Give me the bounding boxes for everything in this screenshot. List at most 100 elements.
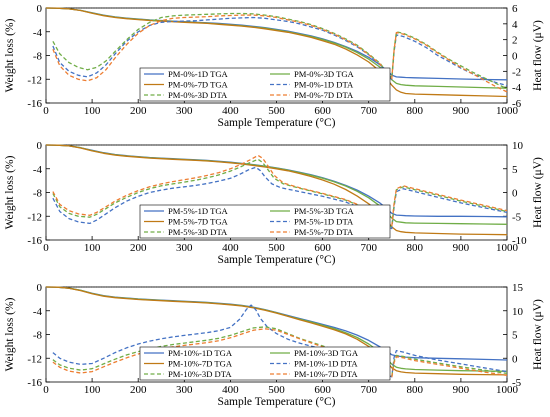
x-tick-label: 900	[453, 105, 470, 117]
chart-panel-1: 0 100 200 300 400 500 600 700 800 900 1000 0 -4 -8 -12…	[4, 3, 544, 129]
x-tick-label: 700	[360, 105, 377, 117]
series-line-pm-5-7d-tga	[45, 144, 508, 236]
y2-tick-label: 0	[512, 188, 518, 200]
x-tick-label: 400	[222, 242, 239, 254]
x-tick-label: 100	[84, 242, 101, 254]
x-tick-label: 1000	[496, 242, 519, 254]
legend-label: PM-0%-7D DTA	[294, 90, 354, 100]
x-tick-label: 0	[43, 105, 49, 117]
x-tick-label: 600	[314, 242, 331, 254]
x-tick-label: 400	[222, 384, 239, 396]
x-axis-label: Sample Temperature (°C)	[218, 396, 336, 408]
x-tick-label: 1000	[496, 384, 519, 396]
y2-tick-label: -2	[512, 66, 521, 78]
legend-label: PM-10%-1D TGA	[168, 348, 233, 358]
series-line-pm-5-7d-dta	[52, 154, 508, 227]
x-axis-label: Sample Temperature (°C)	[218, 117, 336, 129]
legend-label: PM-5%-7D TGA	[168, 217, 229, 227]
y-tick-label: 0	[37, 3, 43, 15]
series-line-pm-10-7d-tga	[45, 286, 508, 376]
y-tick-label: -4	[33, 164, 43, 176]
y2-tick-label: -5	[512, 377, 522, 389]
y-tick-label: -8	[33, 51, 43, 63]
y2-tick-label: -4	[512, 82, 522, 94]
y-tick-label: -12	[27, 353, 42, 365]
x-tick-label: 500	[268, 384, 285, 396]
y-tick-label: -4	[33, 27, 43, 39]
y-tick-label: 0	[37, 282, 43, 294]
y2-tick-label: 5	[512, 330, 518, 342]
series-line-pm-0-7d-dta	[52, 14, 508, 93]
series-line-pm-5-1d-dta	[52, 166, 508, 230]
x-tick-label: 600	[314, 105, 331, 117]
y2-tick-label: 0	[512, 51, 518, 63]
y2-tick-label: 15	[512, 282, 524, 294]
x-tick-label: 800	[407, 384, 424, 396]
series-line-pm-10-1d-dta	[52, 304, 508, 378]
x-tick-label: 600	[314, 384, 331, 396]
x-tick-label: 100	[84, 384, 101, 396]
y-tick-label: -8	[33, 188, 43, 200]
y2-tick-label: 0	[512, 353, 518, 365]
y2-axis-label: Heat flow (μV)	[532, 299, 544, 370]
legend-box	[139, 204, 391, 239]
x-tick-label: 400	[222, 105, 239, 117]
y2-axis-label: Heat flow (μV)	[532, 20, 544, 91]
x-tick-label: 700	[360, 384, 377, 396]
legend-label: PM-10%-7D DTA	[294, 369, 358, 379]
x-tick-label: 700	[360, 242, 377, 254]
y-tick-label: -12	[27, 211, 42, 223]
legend-label: PM-0%-3D DTA	[168, 90, 228, 100]
y2-tick-label: 5	[512, 164, 518, 176]
y2-tick-label: -10	[512, 235, 527, 247]
x-tick-label: 800	[407, 105, 424, 117]
series-line-pm-0-1d-dta	[52, 16, 508, 87]
legend-label: PM-5%-7D DTA	[294, 227, 354, 237]
y-tick-label: 0	[37, 140, 43, 152]
y-axis-label: Weight loss (%)	[4, 18, 16, 92]
y-tick-label: -16	[27, 235, 42, 247]
x-tick-label: 500	[268, 242, 285, 254]
legend-box	[139, 346, 391, 381]
x-tick-label: 0	[43, 384, 49, 396]
x-axis-label: Sample Temperature (°C)	[218, 254, 336, 266]
legend-label: PM-5%-3D TGA	[294, 206, 355, 216]
chart-panel-3: 0 100 200 300 400 500 600 700 800 900 10000-4-8-12…	[4, 282, 544, 408]
x-tick-label: 0	[43, 242, 49, 254]
y2-axis-label: Heat flow (μV)	[532, 157, 544, 228]
y-tick-label: -16	[27, 377, 42, 389]
x-tick-label: 500	[268, 105, 285, 117]
y2-tick-label: -5	[512, 211, 522, 223]
y2-tick-label: -6	[512, 98, 522, 110]
series-line-pm-10-7d-dta	[52, 328, 508, 378]
y-axis-label: Weight loss (%)	[4, 297, 16, 371]
y2-tick-label: 10	[512, 306, 524, 318]
y-tick-label: -8	[33, 330, 43, 342]
chart-panel-2: 0 100 200 300 400 500 600 700 800 900 10000-4-8-12…	[4, 140, 544, 266]
y2-tick-label: 4	[512, 19, 518, 31]
y-tick-label: -4	[33, 306, 43, 318]
legend-label: PM-10%-3D TGA	[294, 348, 359, 358]
x-tick-label: 100	[84, 105, 101, 117]
x-tick-label: 300	[176, 105, 193, 117]
series-line-pm-10-3d-dta	[52, 326, 508, 377]
legend-label: PM-0%-7D TGA	[168, 80, 229, 90]
y-tick-label: -12	[27, 74, 42, 86]
x-tick-label: 200	[130, 384, 147, 396]
x-tick-label: 900	[453, 242, 470, 254]
y2-tick-label: 2	[512, 35, 518, 47]
legend-label: PM-5%-1D DTA	[294, 217, 354, 227]
series-line-pm-0-7d-tga	[45, 7, 508, 98]
legend-box	[139, 67, 391, 102]
x-tick-label: 300	[176, 384, 193, 396]
legend-label: PM-0%-1D DTA	[294, 80, 354, 90]
x-tick-label: 300	[176, 242, 193, 254]
x-tick-label: 200	[130, 242, 147, 254]
legend-label: PM-0%-3D TGA	[294, 69, 355, 79]
legend-label: PM-5%-3D DTA	[168, 227, 228, 237]
y-axis-label: Weight loss (%)	[4, 155, 16, 229]
legend-label: PM-10%-3D DTA	[168, 369, 232, 379]
